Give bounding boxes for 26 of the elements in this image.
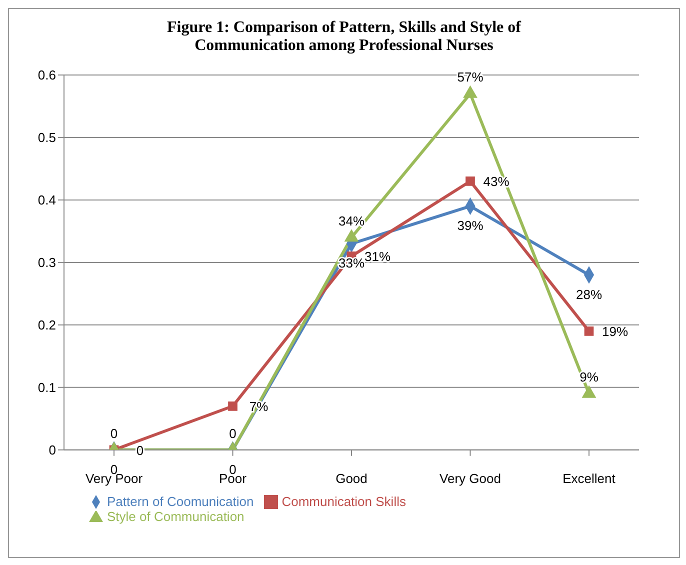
legend-label: Pattern of Coomunication — [107, 494, 254, 509]
y-tick-label: 0.5 — [38, 130, 56, 146]
data-label: 19% — [602, 324, 628, 340]
legend-label: Style of Communication — [107, 509, 244, 524]
data-label: 31% — [364, 249, 391, 264]
data-label: 28% — [576, 286, 602, 302]
data-label: 34% — [338, 213, 365, 228]
y-tick-label: 0.6 — [38, 68, 56, 83]
legend-label: Communication Skills — [282, 494, 406, 509]
y-tick-label: 0.2 — [38, 318, 56, 333]
data-label: 39% — [457, 218, 484, 234]
chart-title: Figure 1: Comparison of Pattern, Skills and Style of Communication among Professional Nurses — [166, 18, 522, 55]
x-tick-label: Very Good — [440, 471, 501, 486]
point — [582, 386, 596, 398]
x-tick-label: Good — [336, 471, 368, 486]
data-label: 0 — [110, 426, 118, 441]
y-tick-label: 0.1 — [38, 380, 56, 396]
y-tick-label: 0.3 — [38, 255, 56, 270]
x-tick-label: Excellent — [562, 471, 616, 486]
y-tick-label: 0.4 — [38, 192, 56, 208]
point — [584, 326, 594, 336]
data-label: 0 — [229, 426, 236, 441]
point — [344, 230, 358, 242]
point — [466, 176, 475, 186]
y-tick-label: 0 — [48, 442, 56, 458]
data-label: 57% — [457, 70, 484, 85]
